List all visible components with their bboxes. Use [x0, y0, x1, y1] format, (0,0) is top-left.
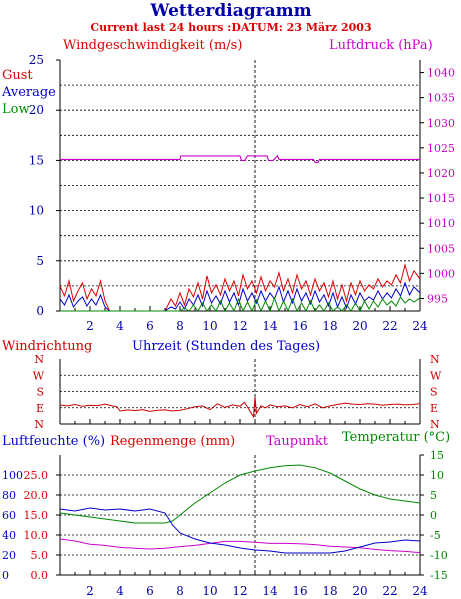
humidity-x-tick-label: 12 — [232, 584, 247, 598]
humidity-y-tick-label: 0 — [2, 569, 9, 582]
humidity-y-tick-label: 80 — [2, 489, 16, 502]
pressure-series-line — [60, 154, 420, 163]
pressure-y-tick-label: 1015 — [427, 192, 455, 205]
pressure-y-tick-label: 1030 — [427, 117, 455, 130]
wind-y-tick-label: 0 — [36, 304, 44, 318]
wind-x-tick-label: 18 — [322, 319, 337, 333]
direction-left-tick-label: N — [34, 353, 44, 366]
wind-y-tick-label: 5 — [36, 254, 44, 268]
wind-x-tick-label: 22 — [382, 319, 397, 333]
temperature-label: Temperatur (°C) — [342, 430, 450, 445]
humidity-y-tick-label: 40 — [2, 529, 16, 542]
direction-right-tick-label: W — [430, 369, 442, 382]
humidity-label: Luftfeuchte (%) — [2, 434, 105, 449]
rain-y-tick-label: 5.0 — [31, 549, 49, 562]
direction-left-tick-label: E — [36, 402, 44, 415]
pressure-axis-label: Luftdruck (hPa) — [329, 38, 433, 53]
wind-x-tick-label: 4 — [116, 319, 124, 333]
wind-chart: 0510152025995100010051010101510201025103… — [29, 53, 455, 333]
humidity-y-tick-label: 20 — [2, 549, 16, 562]
humidity-x-tick-label: 20 — [352, 584, 367, 598]
low-series-line — [60, 295, 421, 313]
humidity-x-tick-label: 6 — [146, 584, 154, 598]
humidity-x-tick-label: 10 — [202, 584, 217, 598]
direction-left-tick-label: S — [36, 386, 44, 399]
rain-y-tick-label: 25.0 — [24, 469, 49, 482]
humidity-x-tick-label: 14 — [262, 584, 278, 598]
pressure-y-tick-label: 1000 — [427, 267, 455, 280]
direction-right-tick-label: N — [430, 418, 440, 431]
direction-left-tick-label: W — [33, 369, 45, 382]
wind-x-tick-label: 24 — [412, 319, 428, 333]
temperature-y-tick-label: 5 — [430, 489, 437, 502]
wind-x-tick-label: 14 — [262, 319, 278, 333]
temperature-y-tick-label: -5 — [430, 529, 441, 542]
wind-direction-series-line — [59, 396, 421, 419]
page-subtitle: Current last 24 hours :DATUM: 23 März 20… — [90, 21, 371, 34]
wind-x-tick-label: 6 — [146, 319, 154, 333]
humidity-x-tick-label: 4 — [116, 584, 124, 598]
direction-right-tick-label: S — [430, 386, 438, 399]
page-title: Wetterdiagramm — [149, 1, 311, 21]
pressure-y-tick-label: 1035 — [427, 92, 455, 105]
pressure-y-tick-label: 1005 — [427, 242, 455, 255]
wind-direction-label: Windrichtung — [2, 339, 92, 354]
pressure-y-tick-label: 995 — [427, 292, 448, 305]
wind-x-tick-label: 12 — [232, 319, 247, 333]
pressure-y-tick-label: 1020 — [427, 167, 455, 180]
wind-x-tick-label: 8 — [176, 319, 184, 333]
dewpoint-series-line — [59, 538, 421, 554]
wind-x-tick-label: 16 — [292, 319, 307, 333]
humidity-x-tick-label: 16 — [292, 584, 307, 598]
humidity-temperature-chart: 0204060801000.05.010.015.020.025.0-15-10… — [2, 449, 448, 598]
rain-y-tick-label: 10.0 — [24, 529, 49, 542]
wind-x-tick-label: 20 — [352, 319, 367, 333]
pressure-y-tick-label: 1010 — [427, 217, 455, 230]
temperature-series-line — [59, 464, 421, 524]
pressure-y-tick-label: 1025 — [427, 142, 455, 155]
humidity-series-line — [59, 507, 421, 554]
direction-left-tick-label: N — [34, 418, 44, 431]
wind-y-tick-label: 20 — [29, 103, 44, 117]
wind-y-tick-label: 25 — [29, 53, 44, 67]
pressure-y-tick-label: 1040 — [427, 67, 455, 80]
temperature-y-tick-label: 15 — [430, 449, 444, 462]
humidity-x-tick-label: 24 — [412, 584, 428, 598]
legend-average: Average — [1, 85, 56, 100]
humidity-y-tick-label: 60 — [2, 509, 16, 522]
wind-x-tick-label: 10 — [202, 319, 217, 333]
wind-direction-chart: N NW WS SE EN N — [33, 353, 442, 431]
temperature-y-tick-label: 10 — [430, 469, 444, 482]
humidity-x-tick-label: 2 — [86, 584, 94, 598]
humidity-x-tick-label: 22 — [382, 584, 397, 598]
humidity-y-tick-label: 100 — [2, 469, 23, 482]
time-axis-label: Uhrzeit (Stunden des Tages) — [132, 339, 320, 354]
rain-label: Regenmenge (mm) — [110, 434, 235, 449]
wind-y-tick-label: 10 — [29, 204, 44, 218]
dewpoint-label: Taupunkt — [266, 434, 329, 449]
humidity-x-tick-label: 8 — [176, 584, 184, 598]
rain-y-tick-label: 0.0 — [31, 569, 49, 582]
wind-x-tick-label: 2 — [86, 319, 94, 333]
wind-y-tick-label: 15 — [29, 153, 44, 167]
direction-right-tick-label: E — [430, 402, 438, 415]
legend-low: Low — [2, 102, 30, 117]
direction-right-tick-label: N — [430, 353, 440, 366]
rain-y-tick-label: 15.0 — [24, 509, 49, 522]
temperature-y-tick-label: -10 — [430, 549, 448, 562]
legend-gust: Gust — [2, 68, 33, 83]
temperature-y-tick-label: 0 — [430, 509, 437, 522]
humidity-x-tick-label: 18 — [322, 584, 337, 598]
rain-y-tick-label: 20.0 — [24, 489, 49, 502]
temperature-y-tick-label: -15 — [430, 569, 448, 582]
wind-speed-axis-label: Windgeschwindigkeit (m/s) — [63, 38, 242, 53]
